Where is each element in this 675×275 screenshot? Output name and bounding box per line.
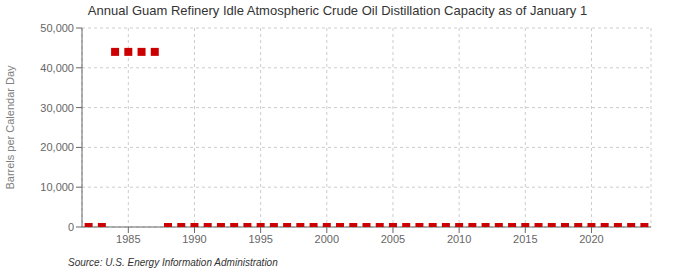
- svg-text:20,000: 20,000: [40, 141, 74, 153]
- html-text:Source: U.S. Energy Informatio: Source: U.S. Energy Information Administ…: [68, 257, 278, 268]
- svg-text:10,000: 10,000: [40, 181, 74, 193]
- svg-text:40,000: 40,000: [40, 62, 74, 74]
- svg-text:30,000: 30,000: [40, 102, 74, 114]
- svg-text:1995: 1995: [248, 233, 272, 245]
- svg-text:2010: 2010: [447, 233, 471, 245]
- svg-text:2020: 2020: [579, 233, 603, 245]
- svg-text:1985: 1985: [116, 233, 140, 245]
- html-text:Annual Guam Refinery Idle Atmo: Annual Guam Refinery Idle Atmospheric Cr…: [87, 3, 588, 18]
- svg-text:2000: 2000: [315, 233, 339, 245]
- svg-text:50,000: 50,000: [40, 22, 74, 34]
- svg-text:2005: 2005: [381, 233, 405, 245]
- svg-text:0: 0: [68, 221, 74, 233]
- svg-text:2015: 2015: [513, 233, 537, 245]
- svg-text:1990: 1990: [182, 233, 206, 245]
- svg-text:Barrels per Calendar Day: Barrels per Calendar Day: [8, 65, 16, 190]
